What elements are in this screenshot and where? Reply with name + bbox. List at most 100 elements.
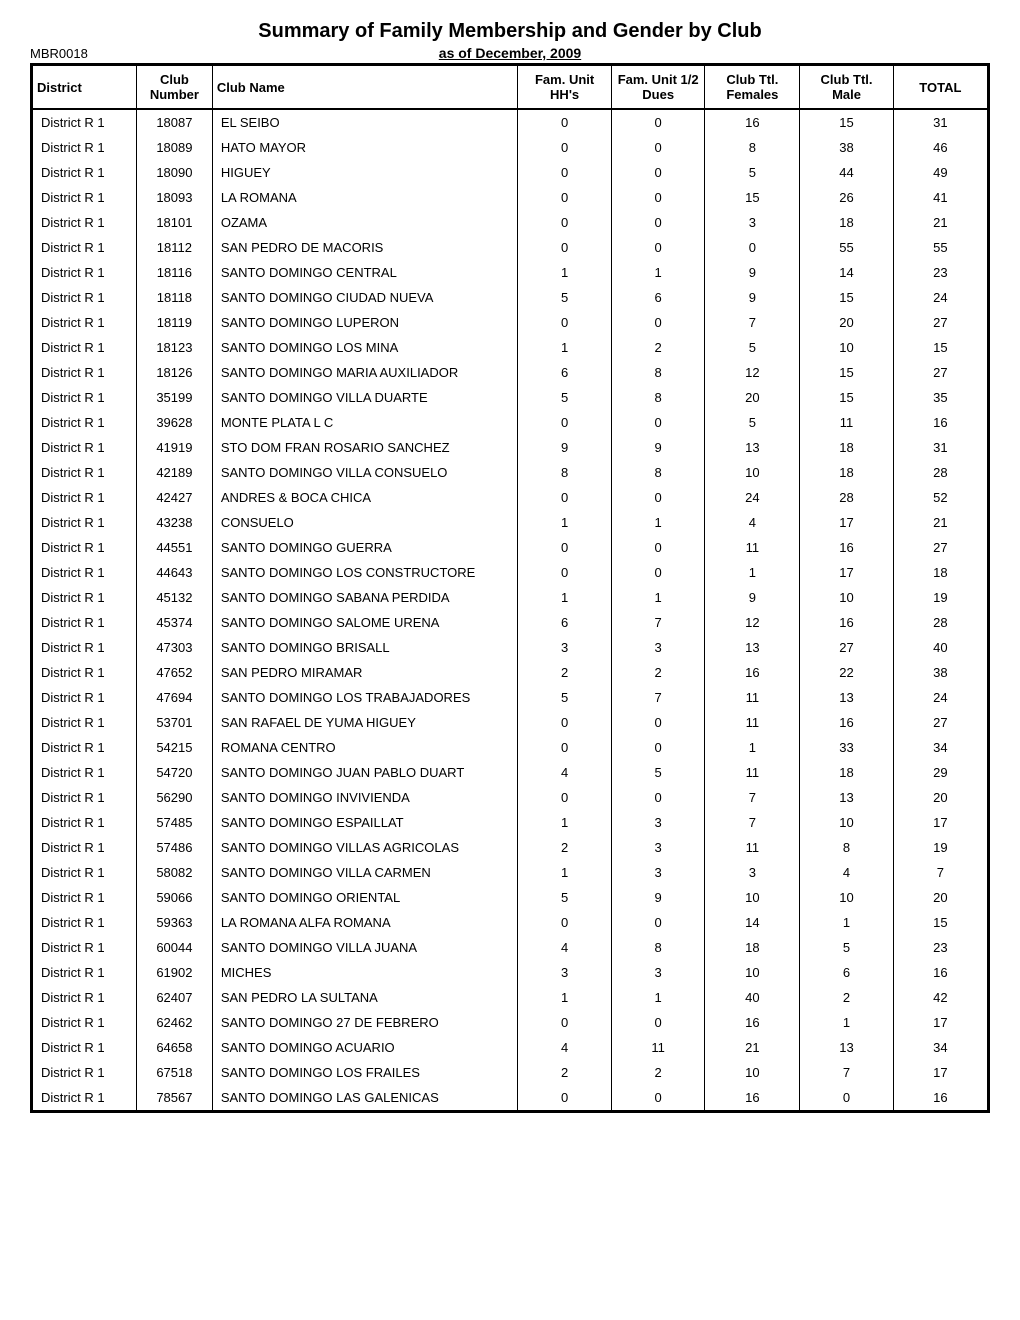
table-cell: 59363 [136, 910, 212, 935]
table-cell: ANDRES & BOCA CHICA [212, 485, 518, 510]
table-cell: District R 1 [32, 285, 137, 310]
table-cell: 0 [611, 535, 705, 560]
table-cell: District R 1 [32, 485, 137, 510]
table-cell: 0 [611, 109, 705, 135]
table-cell: 0 [611, 785, 705, 810]
table-cell: District R 1 [32, 410, 137, 435]
table-cell: 0 [518, 1085, 612, 1112]
table-cell: District R 1 [32, 635, 137, 660]
table-cell: District R 1 [32, 335, 137, 360]
table-cell: 1 [518, 860, 612, 885]
table-cell: 1 [611, 985, 705, 1010]
table-row: District R 145374SANTO DOMINGO SALOME UR… [32, 610, 989, 635]
table-cell: 0 [518, 310, 612, 335]
table-cell: 18090 [136, 160, 212, 185]
table-cell: 23 [893, 260, 988, 285]
table-cell: District R 1 [32, 535, 137, 560]
table-cell: 1 [705, 735, 800, 760]
table-cell: 10 [705, 960, 800, 985]
table-cell: 15 [893, 910, 988, 935]
table-cell: 2 [518, 1060, 612, 1085]
table-cell: 17 [893, 1010, 988, 1035]
table-cell: SANTO DOMINGO VILLA CONSUELO [212, 460, 518, 485]
table-cell: 16 [705, 109, 800, 135]
table-cell: 4 [705, 510, 800, 535]
table-row: District R 118126SANTO DOMINGO MARIA AUX… [32, 360, 989, 385]
table-cell: 13 [800, 685, 893, 710]
table-cell: District R 1 [32, 135, 137, 160]
table-cell: 11 [800, 410, 893, 435]
table-cell: 59066 [136, 885, 212, 910]
table-cell: 0 [611, 910, 705, 935]
table-cell: 12 [705, 610, 800, 635]
table-cell: 42427 [136, 485, 212, 510]
table-cell: District R 1 [32, 835, 137, 860]
table-cell: 5 [518, 885, 612, 910]
table-cell: 8 [611, 935, 705, 960]
table-cell: 19 [893, 835, 988, 860]
table-cell: 0 [611, 160, 705, 185]
table-cell: 0 [518, 535, 612, 560]
table-cell: 4 [518, 1035, 612, 1060]
table-cell: District R 1 [32, 235, 137, 260]
table-cell: 0 [611, 310, 705, 335]
table-cell: 7 [611, 685, 705, 710]
table-row: District R 118090HIGUEY0054449 [32, 160, 989, 185]
table-cell: 21 [893, 210, 988, 235]
table-cell: 2 [611, 335, 705, 360]
table-cell: 45374 [136, 610, 212, 635]
table-cell: 0 [611, 410, 705, 435]
table-cell: 18089 [136, 135, 212, 160]
table-row: District R 118087EL SEIBO00161531 [32, 109, 989, 135]
table-cell: 1 [800, 910, 893, 935]
table-cell: 31 [893, 435, 988, 460]
table-row: District R 157485SANTO DOMINGO ESPAILLAT… [32, 810, 989, 835]
table-cell: 10 [705, 460, 800, 485]
table-cell: 18 [705, 935, 800, 960]
table-row: District R 141919STO DOM FRAN ROSARIO SA… [32, 435, 989, 460]
table-body: District R 118087EL SEIBO00161531Distric… [32, 109, 989, 1112]
table-cell: 16 [893, 960, 988, 985]
table-cell: 35 [893, 385, 988, 410]
table-cell: 21 [705, 1035, 800, 1060]
table-row: District R 118093LA ROMANA00152641 [32, 185, 989, 210]
table-cell: 44 [800, 160, 893, 185]
table-cell: 1 [518, 810, 612, 835]
table-cell: 5 [518, 285, 612, 310]
table-cell: District R 1 [32, 160, 137, 185]
table-cell: 16 [705, 1010, 800, 1035]
table-cell: 5 [518, 385, 612, 410]
table-cell: 0 [800, 1085, 893, 1112]
table-cell: 35199 [136, 385, 212, 410]
table-cell: District R 1 [32, 310, 137, 335]
table-cell: CONSUELO [212, 510, 518, 535]
table-cell: 9 [705, 585, 800, 610]
table-cell: 57485 [136, 810, 212, 835]
table-cell: 54720 [136, 760, 212, 785]
table-row: District R 143238CONSUELO1141721 [32, 510, 989, 535]
table-cell: SANTO DOMINGO LAS GALENICAS [212, 1085, 518, 1112]
table-row: District R 153701SAN RAFAEL DE YUMA HIGU… [32, 710, 989, 735]
table-cell: 3 [611, 835, 705, 860]
table-cell: 55 [800, 235, 893, 260]
table-cell: District R 1 [32, 1085, 137, 1112]
table-cell: 14 [705, 910, 800, 935]
table-cell: 8 [611, 385, 705, 410]
table-cell: 55 [893, 235, 988, 260]
table-row: District R 139628MONTE PLATA L C0051116 [32, 410, 989, 435]
table-cell: SANTO DOMINGO SALOME URENA [212, 610, 518, 635]
table-cell: 27 [893, 710, 988, 735]
table-cell: 5 [518, 685, 612, 710]
table-cell: 0 [518, 410, 612, 435]
table-cell: 9 [705, 285, 800, 310]
table-cell: 16 [893, 1085, 988, 1112]
table-cell: District R 1 [32, 510, 137, 535]
table-cell: 27 [893, 310, 988, 335]
table-cell: 6 [611, 285, 705, 310]
table-cell: 9 [611, 435, 705, 460]
table-row: District R 162462SANTO DOMINGO 27 DE FEB… [32, 1010, 989, 1035]
table-cell: SANTO DOMINGO CENTRAL [212, 260, 518, 285]
table-cell: 0 [518, 135, 612, 160]
col-fam-hh: Fam. Unit HH's [518, 65, 612, 110]
table-cell: 0 [518, 485, 612, 510]
